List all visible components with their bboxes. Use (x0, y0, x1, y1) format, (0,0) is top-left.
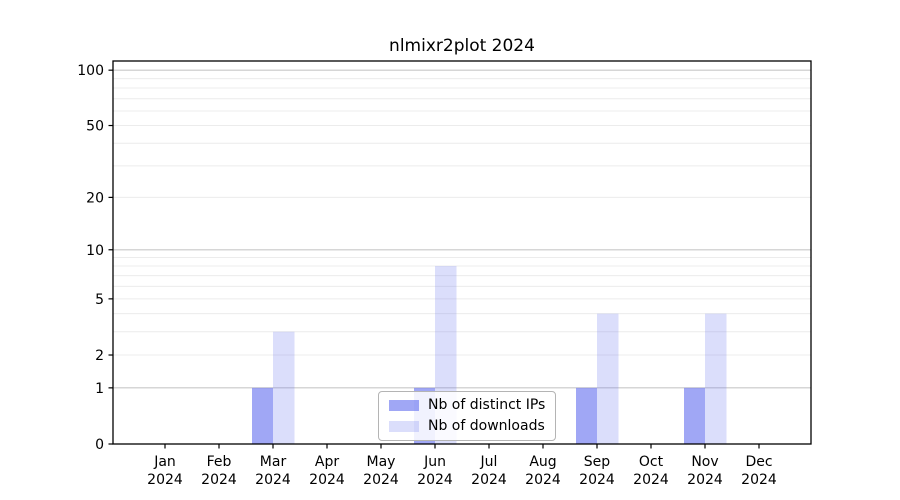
x-tick-label-month-dec-2024: Dec (745, 454, 772, 470)
chart-title: nlmixr2plot 2024 (389, 36, 535, 56)
x-tick-label-month-may-2024: May (367, 454, 396, 470)
legend-swatch-distinct-ips (389, 399, 419, 411)
bar-nb-of-distinct-ips-sep-2024 (576, 387, 597, 444)
x-tick-label-year-feb-2024: 2024 (201, 472, 237, 488)
bar-nb-of-downloads-nov-2024 (705, 313, 727, 444)
bar-nb-of-downloads-mar-2024 (273, 331, 295, 444)
x-tick-label-year-mar-2024: 2024 (255, 472, 291, 488)
x-tick-label-month-jan-2024: Jan (153, 454, 176, 470)
x-tick-label-year-jan-2024: 2024 (147, 472, 183, 488)
legend-item-distinct-ips: Nb of distinct IPs (389, 397, 545, 413)
x-tick-label-month-mar-2024: Mar (260, 454, 287, 470)
bar-nb-of-distinct-ips-mar-2024 (252, 387, 273, 444)
y-tick-label-1: 1 (95, 381, 104, 397)
legend-item-downloads: Nb of downloads (389, 418, 545, 434)
x-tick-label-year-oct-2024: 2024 (633, 472, 669, 488)
bar-nb-of-distinct-ips-nov-2024 (684, 387, 705, 444)
x-tick-label-month-apr-2024: Apr (315, 454, 339, 470)
y-tick-label-0: 0 (95, 437, 104, 453)
legend: Nb of distinct IPs Nb of downloads (378, 391, 557, 441)
bar-nb-of-downloads-sep-2024 (597, 313, 619, 444)
x-tick-label-year-aug-2024: 2024 (525, 472, 561, 488)
x-tick-label-month-jun-2024: Jun (423, 454, 446, 470)
y-tick-label-10: 10 (86, 243, 104, 259)
x-tick-label-year-jun-2024: 2024 (417, 472, 453, 488)
y-tick-label-20: 20 (86, 190, 104, 206)
x-tick-label-month-aug-2024: Aug (529, 454, 556, 470)
y-tick-label-100: 100 (77, 63, 104, 79)
y-tick-label-5: 5 (95, 292, 104, 308)
legend-label-downloads: Nb of downloads (428, 418, 545, 434)
x-tick-label-month-nov-2024: Nov (691, 454, 718, 470)
x-tick-label-year-jul-2024: 2024 (471, 472, 507, 488)
x-tick-label-month-jul-2024: Jul (480, 454, 498, 470)
x-tick-label-month-sep-2024: Sep (584, 454, 611, 470)
x-tick-label-month-oct-2024: Oct (639, 454, 664, 470)
x-tick-label-year-dec-2024: 2024 (741, 472, 777, 488)
plot-frame (112, 60, 812, 445)
x-tick-label-month-feb-2024: Feb (207, 454, 232, 470)
x-tick-label-year-may-2024: 2024 (363, 472, 399, 488)
y-tick-label-50: 50 (86, 119, 104, 135)
legend-label-distinct-ips: Nb of distinct IPs (428, 397, 546, 413)
x-tick-label-year-nov-2024: 2024 (687, 472, 723, 488)
legend-swatch-downloads (389, 420, 419, 432)
x-tick-label-year-apr-2024: 2024 (309, 472, 345, 488)
y-tick-label-2: 2 (95, 348, 104, 364)
x-tick-label-year-sep-2024: 2024 (579, 472, 615, 488)
